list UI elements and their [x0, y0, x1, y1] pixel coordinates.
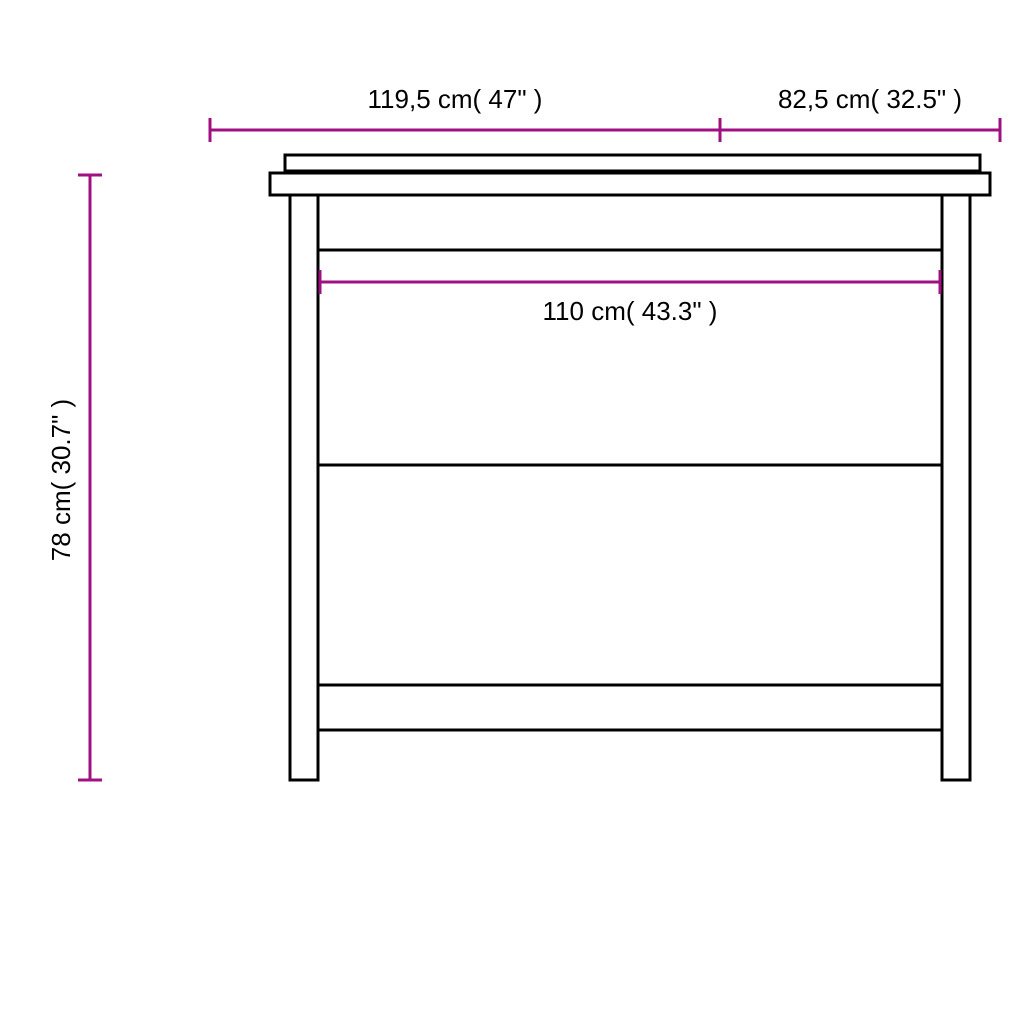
width-dimension	[210, 118, 720, 142]
inner-width-label: 110 cm( 43.3" )	[543, 296, 718, 326]
depth-label: 82,5 cm( 32.5" )	[778, 84, 962, 114]
lower-panel	[318, 465, 942, 685]
right-leg	[942, 195, 970, 780]
height-dimension	[78, 175, 102, 780]
top-rail	[270, 173, 990, 195]
bottom-frame	[318, 685, 942, 730]
back-rail	[285, 155, 980, 171]
height-label: 78 cm( 30.7" )	[46, 399, 76, 561]
left-leg	[290, 195, 318, 780]
depth-dimension	[720, 118, 1000, 142]
dimension-diagram: 78 cm( 30.7" ) 119,5 cm( 47" ) 82,5 cm( …	[0, 0, 1024, 1024]
front-top-frame	[318, 195, 942, 250]
width-label: 119,5 cm( 47" )	[368, 84, 543, 114]
